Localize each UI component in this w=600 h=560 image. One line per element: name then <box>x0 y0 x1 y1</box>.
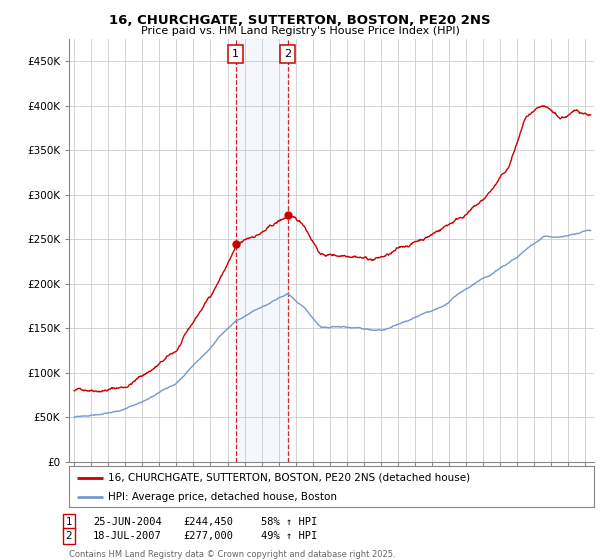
Bar <box>236 39 288 462</box>
Text: 16, CHURCHGATE, SUTTERTON, BOSTON, PE20 2NS: 16, CHURCHGATE, SUTTERTON, BOSTON, PE20 … <box>109 14 491 27</box>
Text: 16, CHURCHGATE, SUTTERTON, BOSTON, PE20 2NS (detached house): 16, CHURCHGATE, SUTTERTON, BOSTON, PE20 … <box>109 473 470 483</box>
Text: 1: 1 <box>65 517 73 527</box>
Text: 49% ↑ HPI: 49% ↑ HPI <box>261 531 317 541</box>
Text: Price paid vs. HM Land Registry's House Price Index (HPI): Price paid vs. HM Land Registry's House … <box>140 26 460 36</box>
Text: 2: 2 <box>284 49 292 59</box>
Text: 2: 2 <box>65 531 73 541</box>
Text: HPI: Average price, detached house, Boston: HPI: Average price, detached house, Bost… <box>109 492 337 502</box>
Text: 18-JUL-2007: 18-JUL-2007 <box>93 531 162 541</box>
Text: 25-JUN-2004: 25-JUN-2004 <box>93 517 162 527</box>
Text: Contains HM Land Registry data © Crown copyright and database right 2025.
This d: Contains HM Land Registry data © Crown c… <box>69 550 395 560</box>
Text: £244,450: £244,450 <box>183 517 233 527</box>
Text: 58% ↑ HPI: 58% ↑ HPI <box>261 517 317 527</box>
Text: 1: 1 <box>232 49 239 59</box>
Text: £277,000: £277,000 <box>183 531 233 541</box>
